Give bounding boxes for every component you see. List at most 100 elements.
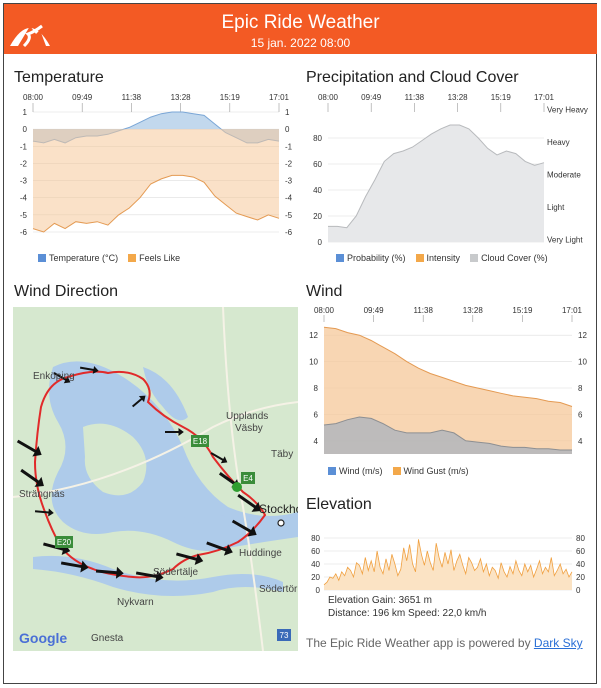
svg-text:Huddinge: Huddinge <box>239 548 282 559</box>
app-header: Epic Ride Weather 15 jan. 2022 08:00 <box>4 4 597 54</box>
y-tick-label: -6 <box>20 228 28 237</box>
svg-text:Upplands: Upplands <box>226 411 268 422</box>
wind-legend: Wind (m/s) Wind Gust (m/s) <box>328 466 469 476</box>
legend-item-intensity: Intensity <box>415 253 460 263</box>
x-tick-label: 08:00 <box>318 93 339 102</box>
y2-tick-label: -1 <box>285 142 293 151</box>
svg-text:Södertörr: Södertörr <box>259 584 298 595</box>
x-tick-label: 15:19 <box>491 93 512 102</box>
temperature-title: Temperature <box>14 69 104 86</box>
y-tick-label: 80 <box>311 534 320 543</box>
y2-tick-label: 1 <box>285 108 290 117</box>
y-tick-label: 60 <box>313 160 322 169</box>
wind-title: Wind <box>306 283 343 300</box>
x-tick-label: 09:49 <box>361 93 382 102</box>
svg-text:Södertälje: Södertälje <box>153 567 198 578</box>
y-tick-label: 8 <box>314 384 319 393</box>
app-logo[interactable] <box>4 4 56 54</box>
y-tick-label: 0 <box>23 125 28 134</box>
y-tick-label: 40 <box>311 560 320 569</box>
y2-tick-label: 8 <box>578 384 583 393</box>
y-tick-label: 40 <box>313 186 322 195</box>
y2-tick-label: -3 <box>285 177 293 186</box>
svg-text:E20: E20 <box>57 538 72 547</box>
svg-text:E4: E4 <box>243 474 253 483</box>
x-tick-label: 13:28 <box>463 306 484 315</box>
y-tick-label: -3 <box>20 177 28 186</box>
y-tick-label: -2 <box>20 159 28 168</box>
precipitation-legend: Probability (%) Intensity Cloud Cover (%… <box>336 253 548 263</box>
series-area-1 <box>324 327 572 454</box>
y2-tick-label: -6 <box>285 228 293 237</box>
svg-text:Enköping: Enköping <box>33 371 75 382</box>
window-frame <box>3 3 597 684</box>
x-tick-label: 08:00 <box>314 306 335 315</box>
footer-credit: The Epic Ride Weather app is powered by … <box>306 636 583 650</box>
y2-tick-label: 80 <box>576 534 585 543</box>
series-line-1 <box>323 326 573 407</box>
legend-item-temperature: Temperature (°C) <box>38 253 118 263</box>
ride-datetime: 15 jan. 2022 08:00 <box>250 36 351 50</box>
elevation-line <box>323 539 573 586</box>
y2-tick-label: 10 <box>578 358 587 367</box>
y2-tick-label: Heavy <box>547 138 570 147</box>
x-tick-label: 15:19 <box>220 93 241 102</box>
cloud-cover-area <box>328 125 544 242</box>
y-tick-label: 60 <box>311 547 320 556</box>
y2-tick-label: 40 <box>576 560 585 569</box>
series-line-0 <box>323 416 572 451</box>
legend-item-cloud-cover: Cloud Cover (%) <box>470 253 548 263</box>
wind-chart: 4 4 6 6 8 8 10 10 12 12 08:00 09:49 11:38 13:28 15:19 1… <box>309 306 587 454</box>
x-tick-label: 09:49 <box>364 306 385 315</box>
elevation-gain: Elevation Gain: 3651 m <box>328 595 432 606</box>
y-tick-label: -1 <box>20 142 28 151</box>
wind-direction-map[interactable]: E18 E4 E20 73 Enköping Upplands Väsby Tä… <box>13 307 298 651</box>
y2-tick-label: 4 <box>578 437 583 446</box>
x-tick-label: 13:28 <box>448 93 469 102</box>
y-tick-label: 20 <box>311 573 320 582</box>
y2-tick-label: Very Light <box>547 235 583 244</box>
svg-text:E18: E18 <box>193 437 208 446</box>
x-tick-label: 11:38 <box>122 93 142 102</box>
y-tick-label: 12 <box>309 331 318 340</box>
svg-text:Väsby: Väsby <box>235 423 263 434</box>
y2-tick-label: 20 <box>576 573 585 582</box>
y-tick-label: -5 <box>20 211 28 220</box>
app-title: Epic Ride Weather <box>221 12 380 33</box>
svg-text:Gnesta: Gnesta <box>91 633 124 644</box>
svg-text:Google: Google <box>19 630 67 646</box>
y2-tick-label: 6 <box>578 410 583 419</box>
y2-tick-label: 0 <box>285 125 290 134</box>
precipitation-title: Precipitation and Cloud Cover <box>306 69 519 86</box>
elevation-chart: 0 0 20 20 40 40 60 60 80 80 <box>311 534 585 594</box>
x-tick-label: 15:19 <box>512 306 533 315</box>
series-area-0 <box>324 417 572 454</box>
y-tick-label: 1 <box>23 108 28 117</box>
y2-tick-label: 0 <box>576 586 581 594</box>
x-tick-label: 11:38 <box>405 93 425 102</box>
y-tick-label: 20 <box>313 212 322 221</box>
y2-tick-label: Light <box>547 203 565 212</box>
temperature-chart: 1 1 0 0 -1 -1 -2 -2 -3 -3 -4 -4 -5 -5 -6 -6 08:00 09:49 11… <box>20 93 293 237</box>
y-tick-label: 0 <box>316 586 321 594</box>
mountain-road-icon <box>10 24 50 48</box>
legend-item-probability: Probability (%) <box>336 253 406 263</box>
dark-sky-link[interactable]: Dark Sky <box>533 636 583 650</box>
y2-tick-label: Moderate <box>547 170 581 179</box>
x-tick-label: 09:49 <box>72 93 93 102</box>
cloud-cover-line <box>328 124 545 229</box>
y-tick-label: 10 <box>309 358 318 367</box>
x-tick-label: 11:38 <box>413 306 433 315</box>
svg-text:73: 73 <box>280 631 289 640</box>
series-area-1 <box>33 129 279 232</box>
wind-direction-title: Wind Direction <box>14 283 119 300</box>
x-tick-label: 08:00 <box>23 93 44 102</box>
svg-text:Strängnäs: Strängnäs <box>19 489 65 500</box>
elevation-area <box>324 539 572 590</box>
x-tick-label: 17:01 <box>534 93 555 102</box>
y-tick-label: 0 <box>318 238 323 247</box>
y-tick-label: 4 <box>314 437 319 446</box>
legend-item-wind-gust: Wind Gust (m/s) <box>392 466 469 476</box>
y2-tick-label: Very Heavy <box>547 105 588 114</box>
y2-tick-label: 12 <box>578 331 587 340</box>
